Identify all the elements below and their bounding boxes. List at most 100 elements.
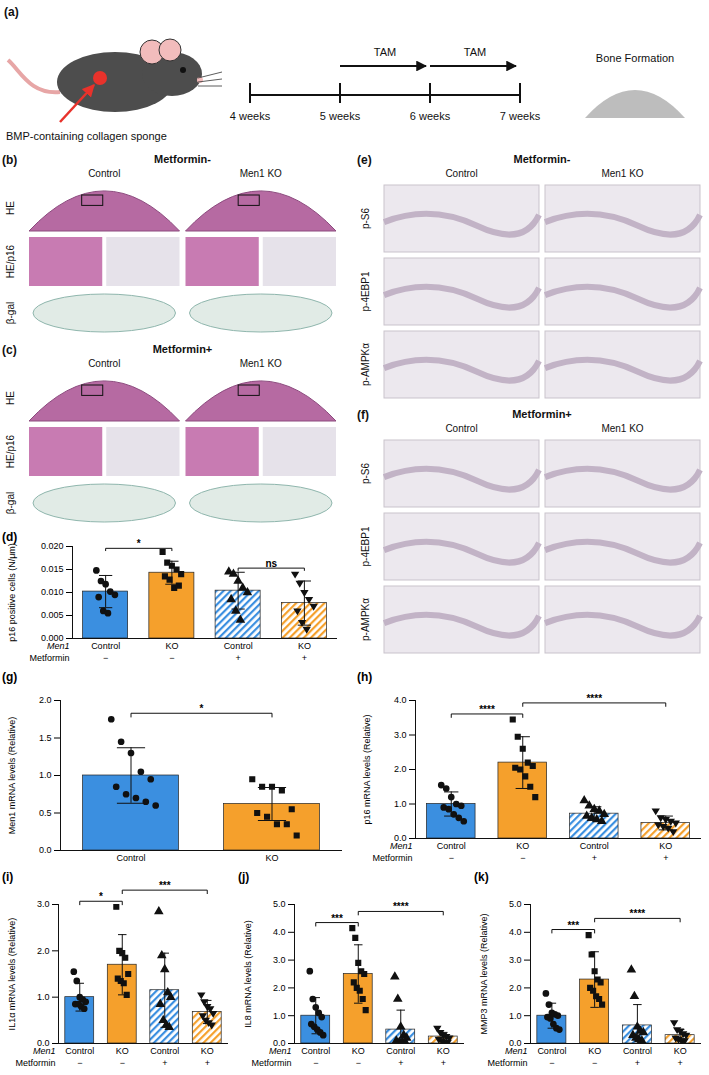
- svg-text:+: +: [235, 653, 240, 663]
- svg-text:Metformin: Metformin: [487, 1058, 527, 1068]
- svg-text:BMP-containing collagen sponge: BMP-containing collagen sponge: [6, 130, 167, 142]
- svg-text:0.015: 0.015: [41, 564, 64, 574]
- svg-text:p-AMPKα: p-AMPKα: [360, 343, 371, 386]
- svg-text:****: ****: [393, 901, 409, 912]
- svg-text:7 weeks: 7 weeks: [500, 110, 541, 122]
- svg-text:Men1 KO: Men1 KO: [601, 423, 643, 434]
- svg-text:−: −: [103, 653, 108, 663]
- svg-text:ns: ns: [265, 558, 277, 569]
- svg-text:+: +: [677, 1058, 682, 1068]
- svg-text:Metformin+: Metformin+: [153, 343, 213, 355]
- svg-text:KO: KO: [674, 1046, 687, 1056]
- svg-text:p16 mRNA levels (Relative): p16 mRNA levels (Relative): [362, 714, 372, 824]
- svg-text:KO: KO: [265, 853, 278, 863]
- svg-text:Men1: Men1: [47, 641, 70, 651]
- svg-text:3.0: 3.0: [394, 730, 407, 740]
- svg-text:1.0: 1.0: [37, 992, 50, 1002]
- svg-text:Men1 KO: Men1 KO: [240, 358, 282, 369]
- svg-text:Men1 KO: Men1 KO: [240, 168, 282, 179]
- svg-text:***: ***: [159, 880, 171, 891]
- svg-text:+: +: [635, 1058, 640, 1068]
- svg-text:2.0: 2.0: [39, 695, 52, 705]
- svg-text:Control: Control: [65, 1046, 94, 1056]
- svg-text:MMP3 mRNA levels (Relative): MMP3 mRNA levels (Relative): [479, 913, 489, 1034]
- svg-text:KO: KO: [588, 1046, 601, 1056]
- svg-text:HE/p16: HE/p16: [5, 244, 16, 278]
- svg-text:(c): (c): [2, 343, 17, 357]
- svg-text:*: *: [137, 538, 141, 549]
- svg-text:Control: Control: [88, 358, 120, 369]
- svg-text:p-AMPKα: p-AMPKα: [360, 598, 371, 641]
- svg-text:0.010: 0.010: [41, 587, 64, 597]
- svg-text:IL8 mRNA levels (Relative): IL8 mRNA levels (Relative): [243, 920, 253, 1028]
- svg-text:0.0: 0.0: [39, 845, 52, 855]
- svg-text:Men1 KO: Men1 KO: [601, 168, 643, 179]
- svg-text:+: +: [398, 1058, 403, 1068]
- svg-text:Metformin-: Metformin-: [154, 153, 211, 165]
- svg-text:(e): (e): [357, 153, 372, 167]
- svg-text:−: −: [169, 653, 174, 663]
- svg-text:2.0: 2.0: [394, 764, 407, 774]
- svg-text:3.0: 3.0: [509, 955, 522, 965]
- svg-text:+: +: [162, 1058, 167, 1068]
- svg-text:Control: Control: [623, 1046, 652, 1056]
- svg-text:p-S6: p-S6: [360, 208, 371, 230]
- svg-text:*: *: [99, 891, 103, 902]
- svg-text:2.0: 2.0: [273, 983, 286, 993]
- svg-text:4 weeks: 4 weeks: [230, 110, 271, 122]
- svg-text:−: −: [520, 853, 525, 863]
- svg-text:−: −: [549, 1058, 554, 1068]
- svg-text:***: ***: [567, 920, 579, 931]
- svg-text:0.005: 0.005: [41, 610, 64, 620]
- svg-text:+: +: [441, 1058, 446, 1068]
- svg-text:Control: Control: [91, 641, 120, 651]
- svg-text:(a): (a): [4, 5, 19, 19]
- svg-text:Control: Control: [224, 641, 253, 651]
- svg-text:Metformin+: Metformin+: [512, 408, 572, 420]
- svg-text:β-gal: β-gal: [5, 492, 16, 514]
- svg-text:−: −: [592, 1058, 597, 1068]
- svg-text:2.0: 2.0: [37, 946, 50, 956]
- svg-text:KO: KO: [516, 841, 529, 851]
- svg-text:2.0: 2.0: [509, 983, 522, 993]
- svg-text:−: −: [313, 1058, 318, 1068]
- svg-text:+: +: [663, 853, 668, 863]
- svg-text:1.0: 1.0: [273, 1011, 286, 1021]
- svg-text:5.0: 5.0: [509, 899, 522, 909]
- svg-text:6 weeks: 6 weeks: [410, 110, 451, 122]
- svg-text:IL1α mRNA levels (Relative): IL1α mRNA levels (Relative): [7, 918, 17, 1031]
- svg-text:*: *: [200, 703, 204, 714]
- svg-text:β-gal: β-gal: [5, 302, 16, 324]
- svg-text:****: ****: [630, 908, 646, 919]
- svg-text:1.0: 1.0: [394, 799, 407, 809]
- svg-text:Metformin: Metformin: [251, 1058, 291, 1068]
- svg-text:****: ****: [586, 693, 602, 704]
- svg-text:+: +: [205, 1058, 210, 1068]
- svg-text:5 weeks: 5 weeks: [320, 110, 361, 122]
- svg-text:HE/p16: HE/p16: [5, 434, 16, 468]
- svg-text:KO: KO: [352, 1046, 365, 1056]
- svg-text:4.0: 4.0: [394, 695, 407, 705]
- svg-text:Control: Control: [116, 853, 145, 863]
- svg-text:Control: Control: [301, 1046, 330, 1056]
- svg-text:p-4EBP1: p-4EBP1: [360, 526, 371, 566]
- svg-text:KO: KO: [298, 641, 311, 651]
- svg-text:0.020: 0.020: [41, 541, 64, 551]
- svg-text:−: −: [449, 853, 454, 863]
- svg-text:1.5: 1.5: [39, 733, 52, 743]
- svg-text:1.0: 1.0: [39, 770, 52, 780]
- svg-text:−: −: [356, 1058, 361, 1068]
- svg-text:KO: KO: [116, 1046, 129, 1056]
- svg-text:Control: Control: [580, 841, 609, 851]
- svg-text:Men1: Men1: [269, 1046, 292, 1056]
- svg-text:−: −: [120, 1058, 125, 1068]
- svg-text:TAM: TAM: [464, 46, 486, 58]
- svg-text:TAM: TAM: [374, 46, 396, 58]
- svg-text:4.0: 4.0: [273, 927, 286, 937]
- svg-text:Metformin: Metformin: [15, 1058, 55, 1068]
- svg-text:p16 positive cells (N/μm): p16 positive cells (N/μm): [7, 543, 17, 642]
- svg-text:***: ***: [331, 913, 343, 924]
- svg-text:Control: Control: [445, 168, 477, 179]
- svg-text:Metformin: Metformin: [372, 853, 412, 863]
- svg-text:KO: KO: [201, 1046, 214, 1056]
